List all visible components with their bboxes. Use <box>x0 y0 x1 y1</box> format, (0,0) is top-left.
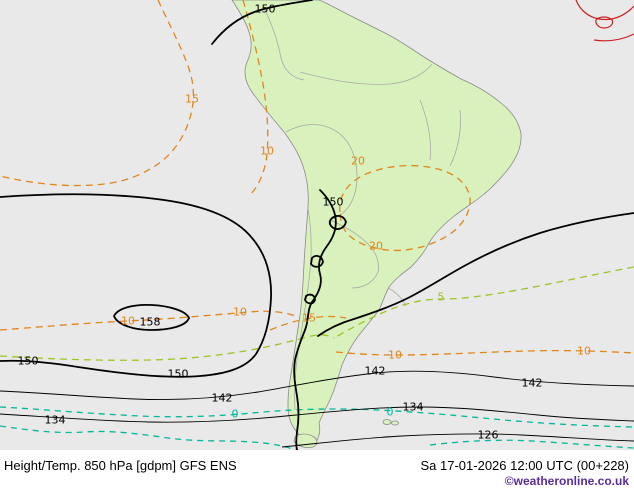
height-contours-thin <box>0 370 634 448</box>
height-contour-158-closed <box>113 303 190 331</box>
temp-contour-15-mid <box>269 315 347 331</box>
red-contour-topright-1 <box>575 0 634 21</box>
temperature-contours-warm <box>0 0 634 356</box>
map-canvas: 150 15 10 20 150 20 5 10 15 10 158 150 150 10 10 142 142… <box>0 0 634 450</box>
falkland-island-east <box>391 420 399 426</box>
forecast-datetime: Sa 17-01-2026 12:00 UTC (00+228) <box>420 458 630 473</box>
temp-contour-0-southwest <box>0 425 297 450</box>
temp-contour-10-south <box>335 349 634 356</box>
temperature-contours-red <box>575 0 634 42</box>
height-contour-small-loop-1 <box>328 215 347 230</box>
height-contour-small-loop-2 <box>310 255 324 268</box>
temp-contour-mild-lower <box>0 334 335 361</box>
height-contour-142 <box>0 370 634 401</box>
status-bar: Height/Temp. 850 hPa [gdpm] GFS ENS Sa 1… <box>0 450 634 490</box>
map-svg <box>0 0 634 450</box>
temp-contour-0-main <box>0 406 634 428</box>
height-contour-150-top <box>211 0 313 45</box>
temp-contour-5-right <box>333 266 634 339</box>
red-contour-topright-2 <box>595 16 614 29</box>
falkland-island-west <box>382 419 392 425</box>
temp-contour-10-coast <box>242 0 269 197</box>
product-title: Height/Temp. 850 hPa [gdpm] GFS ENS <box>4 458 237 473</box>
height-contour-150-andes <box>293 189 337 450</box>
height-contour-134 <box>0 406 634 423</box>
copyright-link[interactable]: ©weatheronline.co.uk <box>504 474 629 488</box>
height-contours-main <box>0 0 634 450</box>
temp-contour-0-southeast <box>429 439 634 449</box>
height-contour-150-west <box>0 193 272 378</box>
red-contour-topright-3 <box>593 33 634 42</box>
height-contour-126 <box>281 433 634 448</box>
height-contour-east <box>317 212 634 337</box>
temperature-contours-zero <box>0 406 634 450</box>
temperature-contours-mild <box>0 266 634 361</box>
temp-contour-10-left <box>0 310 297 331</box>
height-contour-small-loop-3 <box>304 293 316 305</box>
temp-contour-15-upper <box>0 0 195 187</box>
